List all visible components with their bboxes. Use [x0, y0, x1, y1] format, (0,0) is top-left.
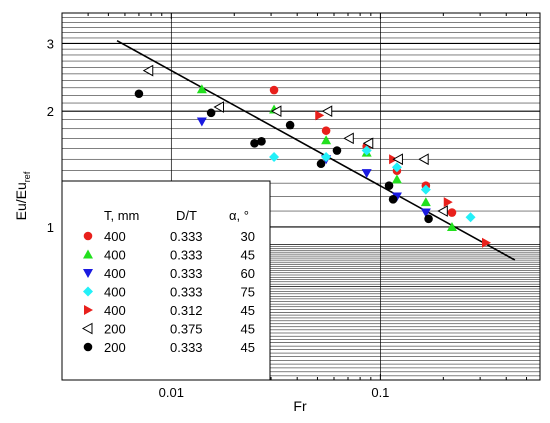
data-point: [446, 221, 457, 231]
legend-row-t: 400: [104, 248, 126, 263]
y-tick-label: 2: [47, 104, 54, 119]
data-point: [285, 120, 295, 130]
legend-row-alpha: 75: [241, 285, 255, 300]
data-point: [482, 237, 492, 248]
legend-header-dt: D/T: [176, 208, 197, 223]
data-point: [437, 205, 448, 217]
data-point: [213, 101, 224, 113]
legend-row-dt: 0.333: [170, 229, 203, 244]
legend-row-dt: 0.333: [170, 285, 203, 300]
legend-row-t: 400: [104, 229, 126, 244]
data-point: [316, 159, 326, 169]
data-point: [420, 197, 431, 207]
legend-row-t: 200: [104, 322, 126, 337]
legend-row-dt: 0.333: [170, 266, 203, 281]
legend-row-alpha: 45: [241, 322, 255, 337]
legend-row-t: 400: [104, 285, 126, 300]
y-axis-title-subscript: ref: [22, 171, 32, 182]
data-point: [388, 195, 398, 204]
fit-line-group: [116, 39, 516, 261]
data-point: [361, 145, 372, 156]
data-point: [332, 146, 342, 155]
legend-row-t: 400: [104, 266, 126, 281]
data-point: [384, 181, 394, 191]
fit-line: [116, 39, 516, 261]
data-point: [443, 197, 453, 208]
legend-marker: [84, 305, 93, 315]
legend: T, mm D/T α, ° 400 0.333 30 400 0.333 45 400 0.…: [61, 180, 271, 381]
data-point: [418, 153, 429, 166]
legend-row-alpha: 60: [241, 266, 255, 281]
legend-box: [61, 180, 271, 381]
data-points: [134, 64, 492, 248]
data-point: [361, 169, 372, 179]
legend-row-alpha: 45: [241, 303, 255, 318]
data-point: [257, 136, 266, 146]
legend-row-alpha: 45: [241, 248, 255, 263]
legend-marker: [83, 231, 93, 241]
data-point: [269, 85, 279, 95]
legend-row-dt: 0.333: [170, 248, 203, 263]
data-point: [142, 64, 154, 77]
data-point: [424, 214, 433, 224]
data-point: [321, 135, 332, 145]
data-point: [343, 132, 354, 145]
data-point: [250, 139, 259, 148]
axis-ticks: 0.01 0.1 1 2 3: [47, 13, 528, 400]
y-axis-title: Eu/Euref: [13, 171, 32, 220]
legend-row-t: 200: [104, 340, 126, 355]
legend-marker: [83, 269, 93, 278]
legend-row-t: 400: [104, 303, 126, 318]
data-point: [206, 108, 216, 118]
y-axis-title-main: Eu/Eu: [13, 182, 29, 220]
data-point: [321, 126, 331, 135]
data-point: [420, 208, 431, 218]
x-tick-label: 0.01: [159, 385, 184, 400]
x-axis-title: Fr: [293, 398, 307, 414]
data-point: [362, 137, 374, 150]
data-point: [391, 162, 402, 173]
legend-marker: [81, 322, 93, 335]
data-point: [321, 105, 333, 118]
data-point: [196, 84, 207, 94]
legend-row-dt: 0.375: [170, 322, 203, 337]
legend-row-dt: 0.312: [170, 303, 203, 318]
data-point: [465, 212, 476, 223]
data-point: [392, 153, 403, 166]
data-point: [196, 117, 207, 127]
x-tick-label: 0.1: [371, 385, 389, 400]
legend-rows: 400 0.333 30 400 0.333 45 400 0.333 60 400 0.333 75…: [81, 229, 255, 355]
legend-row-alpha: 30: [241, 229, 255, 244]
legend-header-alpha: α, °: [229, 208, 249, 223]
y-tick-label: 3: [47, 36, 54, 51]
legend-marker: [83, 286, 93, 297]
data-point: [447, 208, 457, 217]
data-point: [269, 152, 280, 163]
legend-marker: [83, 249, 93, 259]
data-point: [321, 152, 332, 163]
data-point: [270, 105, 282, 118]
y-tick-label: 1: [47, 220, 54, 235]
legend-row-dt: 0.333: [170, 340, 203, 355]
legend-marker: [83, 342, 93, 352]
data-point: [134, 89, 144, 99]
data-point: [315, 110, 325, 121]
legend-row-alpha: 45: [241, 340, 255, 355]
data-point: [420, 184, 431, 195]
legend-header-t: T, mm: [104, 208, 139, 223]
data-point: [391, 174, 402, 184]
data-point: [391, 192, 402, 202]
